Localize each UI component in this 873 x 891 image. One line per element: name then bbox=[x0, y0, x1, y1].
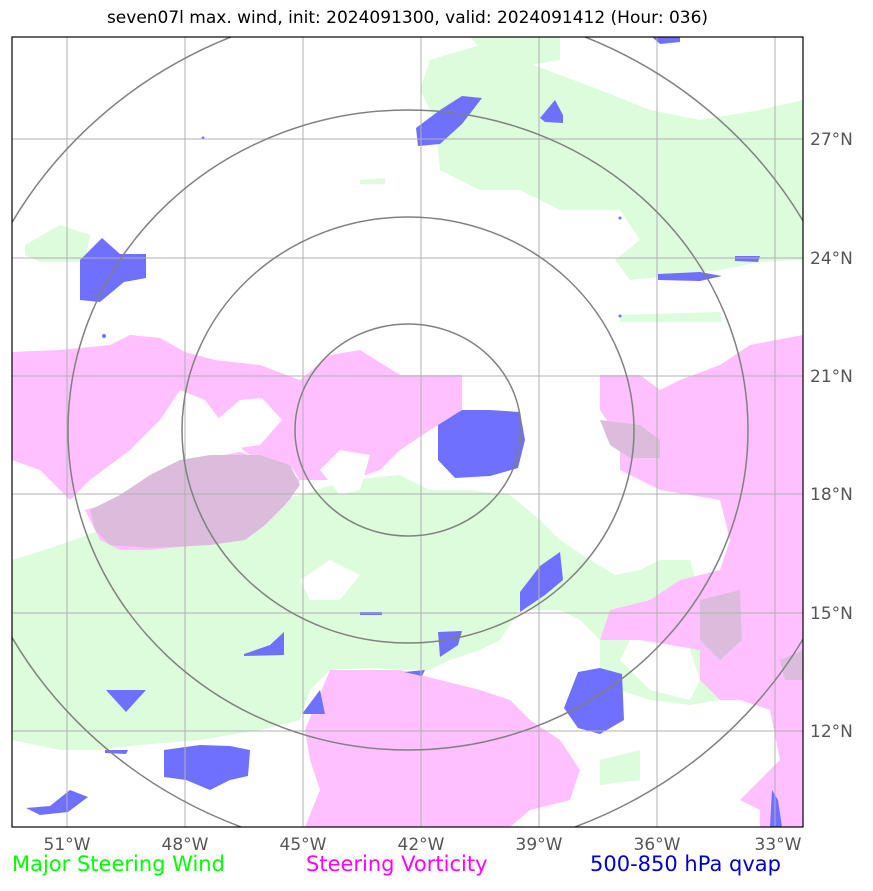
range-rings bbox=[12, 37, 803, 827]
graticule bbox=[12, 37, 803, 827]
legend-qvap: 500-850 hPa qvap bbox=[590, 852, 781, 876]
lat-tick: 24°N bbox=[810, 249, 853, 269]
lon-tick: 42°W bbox=[398, 835, 445, 855]
lat-tick: 15°N bbox=[810, 604, 853, 624]
legend-steering-vorticity: Steering Vorticity bbox=[306, 852, 488, 876]
lon-tick: 51°W bbox=[44, 835, 91, 855]
qvap-areas bbox=[26, 37, 782, 827]
lon-tick: 36°W bbox=[634, 835, 681, 855]
lon-tick: 39°W bbox=[516, 835, 563, 855]
map-title: seven07l max. wind, init: 2024091300, va… bbox=[106, 8, 709, 28]
lat-tick: 21°N bbox=[810, 367, 853, 387]
latitude-ticks: 27°N 24°N 21°N 18°N 15°N 12°N bbox=[810, 130, 853, 742]
lat-tick: 18°N bbox=[810, 485, 853, 505]
longitude-ticks: 51°W 48°W 45°W 42°W 39°W 36°W 33°W bbox=[44, 835, 802, 855]
legend-steering-wind: Major Steering Wind bbox=[12, 852, 225, 876]
map-frame bbox=[11, 36, 804, 828]
lon-tick: 45°W bbox=[280, 835, 327, 855]
lon-tick: 48°W bbox=[162, 835, 209, 855]
lat-tick: 27°N bbox=[810, 130, 853, 150]
lat-tick: 12°N bbox=[810, 722, 853, 742]
lon-tick: 33°W bbox=[755, 835, 802, 855]
vorticity-gaps bbox=[205, 398, 370, 600]
